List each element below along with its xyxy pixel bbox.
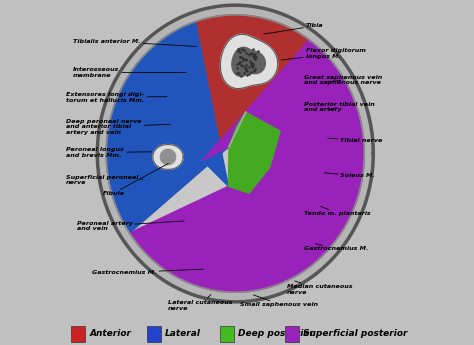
Text: Tibialis anterior M.: Tibialis anterior M. bbox=[73, 39, 196, 47]
Polygon shape bbox=[228, 112, 280, 193]
Text: Great saphenous vein
and saphenous nerve: Great saphenous vein and saphenous nerve bbox=[304, 75, 383, 86]
Text: Flexor digitorum
longus M.: Flexor digitorum longus M. bbox=[281, 48, 366, 60]
Text: Deep posterior: Deep posterior bbox=[237, 329, 314, 338]
Text: Deep peroneal nerve
and anterior tibial
artery and vein: Deep peroneal nerve and anterior tibial … bbox=[66, 119, 170, 135]
Text: Superficial posterior: Superficial posterior bbox=[303, 329, 408, 338]
Text: Lateral cutaneous
nerve: Lateral cutaneous nerve bbox=[168, 295, 233, 311]
FancyBboxPatch shape bbox=[285, 326, 299, 342]
Polygon shape bbox=[106, 22, 229, 233]
Text: Anterior: Anterior bbox=[89, 329, 131, 338]
Text: Tibial nerve: Tibial nerve bbox=[328, 138, 383, 143]
Polygon shape bbox=[220, 34, 278, 89]
Text: Peroneal longus
and brevis Mm.: Peroneal longus and brevis Mm. bbox=[66, 147, 151, 158]
Polygon shape bbox=[195, 15, 309, 147]
Text: Soleus M.: Soleus M. bbox=[324, 173, 375, 178]
Polygon shape bbox=[97, 5, 374, 302]
Text: Gastrocnemius M.: Gastrocnemius M. bbox=[304, 244, 369, 251]
Text: Interosseous
membrane: Interosseous membrane bbox=[73, 67, 186, 78]
FancyBboxPatch shape bbox=[220, 326, 234, 342]
Text: Small saphenous vein: Small saphenous vein bbox=[240, 295, 319, 307]
Text: Superficial peroneal
nerve: Superficial peroneal nerve bbox=[66, 175, 143, 186]
FancyBboxPatch shape bbox=[147, 326, 161, 342]
Text: Fibula: Fibula bbox=[102, 164, 168, 196]
Text: Peroneal artery
and vein: Peroneal artery and vein bbox=[77, 220, 184, 231]
Polygon shape bbox=[129, 40, 365, 292]
Polygon shape bbox=[106, 15, 365, 292]
Polygon shape bbox=[232, 47, 265, 76]
Polygon shape bbox=[160, 149, 175, 165]
Text: Tendo m. plantaris: Tendo m. plantaris bbox=[304, 206, 371, 216]
Text: Tibia: Tibia bbox=[264, 23, 323, 34]
Text: Posterior tibial vein
and artery: Posterior tibial vein and artery bbox=[304, 101, 375, 112]
Polygon shape bbox=[153, 145, 183, 169]
Text: Median cutaneous
nerve: Median cutaneous nerve bbox=[287, 281, 353, 295]
Text: Gastrocnemius M.: Gastrocnemius M. bbox=[92, 269, 203, 275]
Text: Lateral: Lateral bbox=[165, 329, 201, 338]
Text: Extensores longi digi-
torum et hallucis Mm.: Extensores longi digi- torum et hallucis… bbox=[66, 92, 167, 103]
FancyBboxPatch shape bbox=[72, 326, 85, 342]
